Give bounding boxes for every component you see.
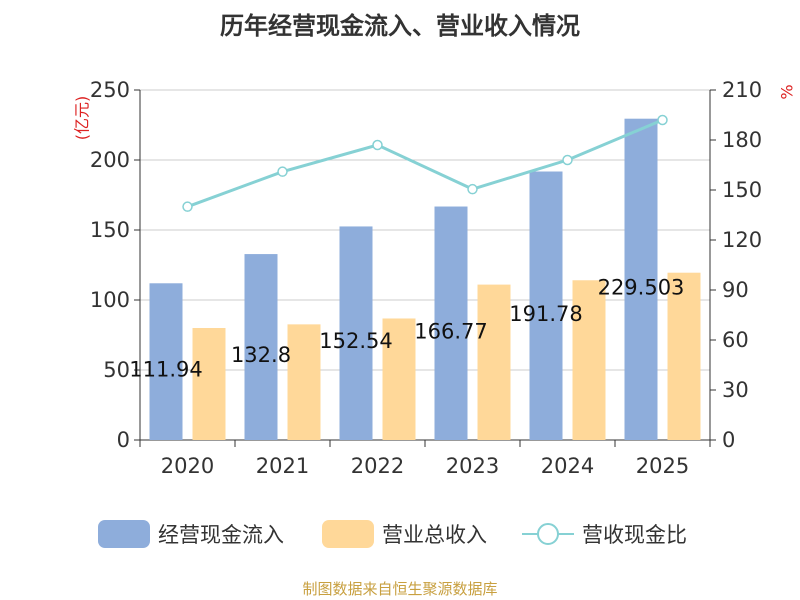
legend-item-revenue[interactable]: 营业总收入 (322, 516, 487, 552)
x-tick-label: 2020 (161, 454, 214, 478)
data-label-cash-inflow: 152.54 (319, 329, 392, 353)
y-right-tick-label: 30 (722, 378, 749, 402)
point-ratio (467, 183, 478, 195)
y-right-tick-label: 0 (722, 428, 735, 452)
point-ratio (657, 114, 668, 126)
y-left-tick-label: 50 (103, 358, 130, 382)
legend-item-cash-inflow[interactable]: 经营现金流入 (98, 516, 284, 552)
bar-revenue (477, 284, 511, 440)
bar-revenue (572, 280, 606, 440)
y-right-axis-label: % (778, 84, 797, 99)
y-left-tick-label: 0 (117, 428, 130, 452)
y-right-tick-label: 150 (722, 178, 762, 202)
y-right-tick-label: 180 (722, 128, 762, 152)
bar-revenue (382, 318, 416, 440)
y-right-tick-label: 60 (722, 328, 749, 352)
legend-label-cash-inflow: 经营现金流入 (158, 523, 284, 547)
legend-swatch-ratio (522, 520, 574, 548)
data-label-cash-inflow: 229.503 (598, 275, 685, 299)
bar-cash-inflow (244, 254, 278, 440)
point-ratio (372, 139, 383, 151)
bar-revenue (287, 324, 321, 440)
point-ratio (277, 166, 288, 177)
point-ratio (182, 201, 193, 212)
data-label-cash-inflow: 111.94 (129, 358, 202, 382)
bar-cash-inflow (149, 283, 183, 440)
bar-cash-inflow (339, 226, 373, 440)
data-label-cash-inflow: 132.8 (231, 343, 291, 367)
legend-item-ratio[interactable]: 营收现金比 (522, 516, 687, 552)
y-left-tick-label: 100 (90, 288, 130, 312)
source-footer: 制图数据来自恒生聚源数据库 (302, 580, 498, 598)
x-tick-label: 2022 (351, 454, 404, 478)
bar-cash-inflow (434, 206, 468, 440)
y-left-tick-label: 150 (90, 218, 130, 242)
x-tick-label: 2023 (446, 454, 499, 478)
y-right-tick-label: 120 (722, 228, 762, 252)
point-ratio (562, 154, 573, 166)
bar-revenue (192, 328, 226, 440)
bar-cash-inflow (529, 171, 563, 440)
line-ratio (186, 118, 664, 209)
data-label-cash-inflow: 166.77 (414, 319, 487, 343)
legend-swatch-cash-inflow (98, 520, 150, 548)
y-left-tick-label: 200 (90, 148, 130, 172)
y-right-tick-label: 210 (722, 78, 762, 102)
legend-label-ratio: 营收现金比 (582, 523, 687, 547)
y-left-axis-label: (亿元) (73, 96, 92, 141)
y-left-tick-label: 250 (90, 78, 130, 102)
x-tick-label: 2025 (636, 454, 689, 478)
legend-swatch-revenue (322, 520, 374, 548)
y-right-tick-label: 90 (722, 278, 749, 302)
x-tick-label: 2021 (256, 454, 309, 478)
bar-cash-inflow (624, 118, 658, 440)
bar-revenue (667, 272, 701, 440)
chart-legend: 经营现金流入 营业总收入 营收现金比 (0, 516, 800, 552)
legend-label-revenue: 营业总收入 (382, 523, 487, 547)
x-tick-label: 2024 (541, 454, 594, 478)
chart-title: 历年经营现金流入、营业收入情况 (220, 12, 580, 40)
data-label-cash-inflow: 191.78 (509, 302, 582, 326)
